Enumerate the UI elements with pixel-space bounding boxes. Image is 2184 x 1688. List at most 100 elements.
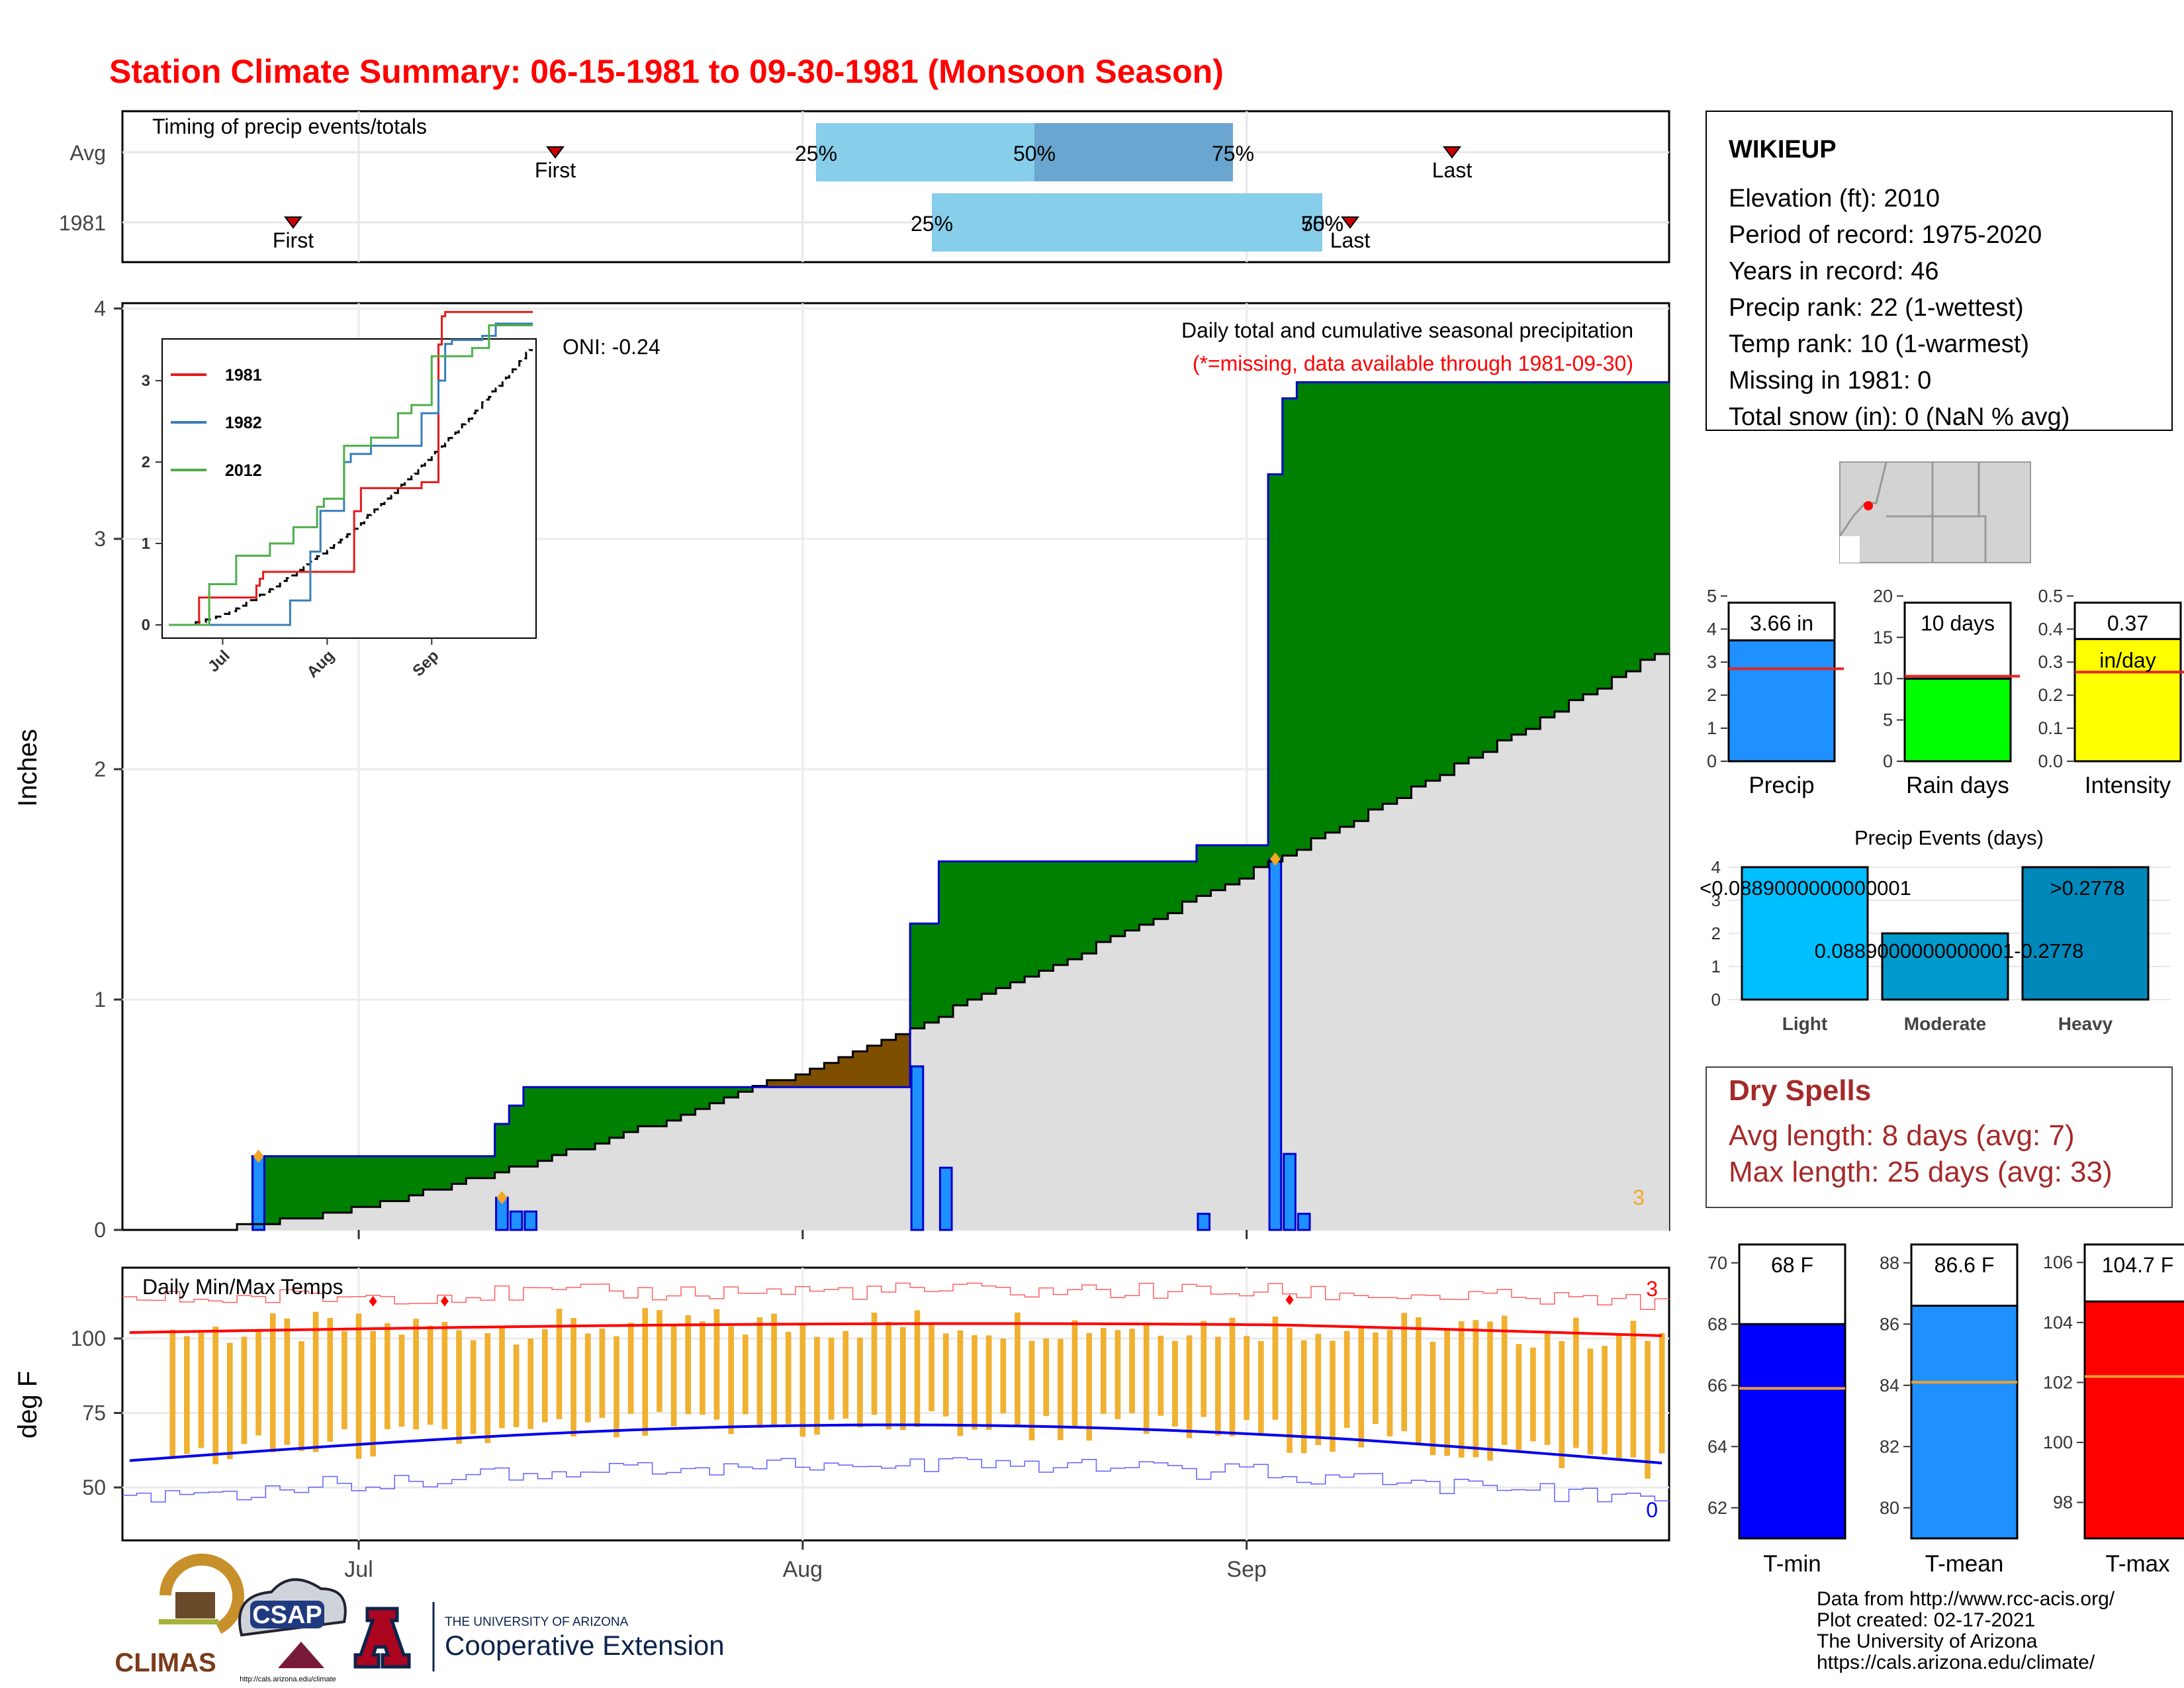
- above-average-fill: [723, 1087, 739, 1098]
- small-bar-tick-label: 4: [1707, 619, 1717, 639]
- above-average-fill: [552, 1087, 567, 1155]
- footer-line-1: Data from http://www.rcc-acis.org/: [1817, 1588, 2115, 1610]
- daily-temp-range-bar: [1086, 1333, 1092, 1441]
- below-average-fill: [796, 1074, 811, 1088]
- daily-temp-range-bar: [556, 1309, 563, 1419]
- above-average-fill: [1368, 382, 1383, 810]
- daily-temp-range-bar: [427, 1325, 433, 1425]
- temp-xtick-label: Jul: [344, 1557, 373, 1582]
- precip-events-chart: Precip Events (days) 0 1 2 3 4 Light Moderate H…: [1700, 826, 2171, 1034]
- daily-temp-range-bar: [456, 1330, 462, 1444]
- timing-1981-p50: 50%: [1301, 212, 1343, 236]
- daily-temp-range-bar: [1630, 1321, 1637, 1458]
- small-bar-chart-precip: 0 1 2 3 4 5 3.66 in Precip: [1707, 586, 1844, 798]
- temp-xtick-label: Sep: [1226, 1557, 1267, 1582]
- daily-temp-range-bar: [398, 1335, 405, 1427]
- small-bar-headroom: [1727, 601, 1836, 641]
- below-average-fill: [824, 1062, 839, 1088]
- inset-ytick-label: 2: [142, 453, 150, 471]
- temp-bar-tick-label: 86: [1880, 1314, 1899, 1334]
- temp-bar-tick-label: 80: [1880, 1498, 1899, 1518]
- precip-corner-count: 3: [1633, 1186, 1645, 1209]
- temp-bar-tick-label: 68: [1707, 1314, 1727, 1334]
- daily-temp-range-bar: [1201, 1321, 1207, 1417]
- above-average-fill: [1253, 845, 1269, 867]
- daily-temp-range-bar: [700, 1321, 705, 1415]
- above-average-fill: [466, 1156, 481, 1178]
- above-average-fill: [1497, 382, 1512, 741]
- avg-max-line: [129, 1322, 1662, 1337]
- daily-temp-range-bar: [1143, 1323, 1150, 1434]
- events-bar-label: 0.0889000000000001-0.2778: [1815, 939, 2084, 962]
- above-average-fill: [695, 1087, 710, 1109]
- temp-ytick-label: 50: [82, 1476, 106, 1499]
- above-average-fill: [995, 861, 1011, 988]
- above-average-fill: [1038, 861, 1054, 971]
- daily-temp-range-bar: [899, 1327, 906, 1430]
- temp-bar-tick-label: 88: [1880, 1253, 1899, 1273]
- daily-temp-range-bar: [1343, 1331, 1350, 1428]
- daily-temp-range-bar: [614, 1336, 619, 1438]
- station-line-missing: Missing in 1981: 0: [1729, 367, 1931, 395]
- above-average-fill: [322, 1156, 338, 1213]
- above-average-fill: [1353, 382, 1369, 821]
- daily-precip-bar: [1197, 1213, 1211, 1231]
- below-average-fill: [881, 1039, 897, 1088]
- timing-avg-last: Last: [1432, 158, 1473, 182]
- daily-temp-range-bar: [828, 1337, 835, 1420]
- daily-temp-range-bar: [1115, 1330, 1121, 1419]
- daily-temp-range-bar: [1100, 1327, 1107, 1414]
- daily-temp-range-bar: [499, 1327, 505, 1429]
- small-bar-tick-label: 2: [1707, 685, 1717, 705]
- daily-temp-range-bar: [1272, 1316, 1279, 1420]
- station-info-box: WIKIEUP Elevation (ft): 2010 Period of r…: [1706, 111, 2173, 431]
- above-average-fill: [595, 1087, 610, 1144]
- above-average-fill: [623, 1087, 639, 1133]
- daily-temp-range-bar: [1158, 1335, 1164, 1416]
- ua-logo: THE UNIVERSITY OF ARIZONA Cooperative Ex…: [353, 1602, 725, 1671]
- timing-panel: Timing of precip events/totals Avg 1981 …: [59, 110, 1670, 263]
- station-line-elevation: Elevation (ft): 2010: [1729, 185, 1940, 212]
- above-average-fill: [1482, 382, 1498, 752]
- daily-temp-range-bar: [226, 1342, 233, 1460]
- daily-temp-range-bar: [413, 1319, 419, 1430]
- station-location-dot: [1864, 501, 1873, 510]
- above-average-fill: [1411, 382, 1426, 787]
- station-name: WIKIEUP: [1729, 136, 1837, 164]
- temp-bar-chart-t-min: 62 64 66 68 70 68 F T-min: [1707, 1243, 1846, 1577]
- record-max-line: [122, 1282, 1669, 1310]
- daily-temp-range-bar: [742, 1335, 749, 1415]
- above-average-fill: [609, 1087, 624, 1138]
- events-tick-label: 1: [1711, 957, 1721, 976]
- small-bar-headroom: [2073, 601, 2182, 640]
- above-average-fill: [408, 1156, 424, 1196]
- temp-bar-chart-t-mean: 80 82 84 86 88 86.6 F T-mean: [1880, 1243, 2019, 1577]
- daily-temp-range-bar: [1229, 1317, 1236, 1436]
- small-bar-tick-label: 0.4: [2038, 619, 2063, 639]
- below-average-fill: [867, 1045, 882, 1088]
- daily-temp-range-bar: [341, 1331, 347, 1429]
- precip-panel: 0 1 2 3 4 Inches Daily total and cumulative …: [13, 297, 1670, 1242]
- daily-temp-range-bar: [929, 1324, 934, 1411]
- above-average-fill: [1068, 861, 1083, 960]
- footer-line-4: https://cals.arizona.edu/climate/: [1817, 1652, 2095, 1673]
- above-average-fill: [981, 861, 997, 994]
- daily-temp-range-bar: [312, 1311, 319, 1452]
- above-average-fill: [523, 1087, 539, 1167]
- temp-bar-value-label: 104.7 F: [2102, 1253, 2174, 1277]
- above-average-fill: [1612, 382, 1627, 677]
- daily-temp-range-bar: [1300, 1340, 1307, 1454]
- above-average-fill: [1096, 861, 1111, 942]
- above-average-fill: [1167, 861, 1183, 914]
- dry-spells-box: Dry Spells Avg length: 8 days (avg: 7) M…: [1706, 1066, 2173, 1208]
- temp-bar-value: [2083, 1300, 2184, 1540]
- above-average-fill: [666, 1087, 682, 1121]
- above-average-fill: [1554, 382, 1570, 712]
- above-average-fill: [1081, 861, 1097, 954]
- daily-temp-range-bar: [384, 1323, 390, 1430]
- above-average-fill: [294, 1156, 309, 1219]
- small-bar-value-label: 0.37: [2107, 611, 2148, 635]
- temp-ytick-label: 100: [71, 1327, 106, 1350]
- daily-precip-bar: [1297, 1213, 1311, 1231]
